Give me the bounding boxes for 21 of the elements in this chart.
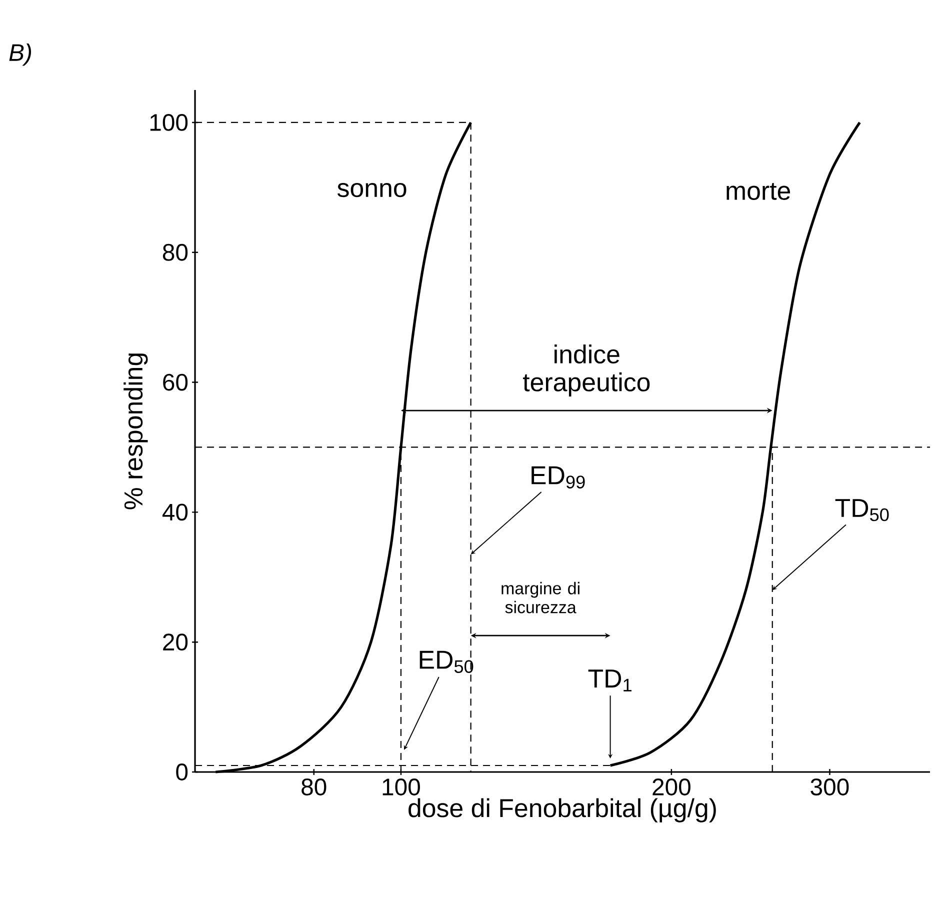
x-axis-title: dose di Fenobarbital (µg/g) — [408, 798, 716, 822]
x-tick-label: 300 — [810, 778, 849, 796]
y-tick-label: 0 — [176, 764, 188, 780]
y-tick-label: 60 — [163, 374, 188, 391]
annotation: TD$_{50}$ — [835, 499, 889, 522]
y-tick-label: 40 — [162, 504, 188, 521]
chart-title: B) — [9, 44, 32, 66]
y-tick-label: 80 — [162, 244, 188, 261]
annotation: margine di sicurezza — [502, 582, 580, 614]
y-tick-label: 100 — [150, 114, 188, 131]
series-label: sonno — [337, 182, 406, 198]
x-tick-label: 100 — [382, 778, 420, 796]
annotation: ED$_{50}$ — [420, 650, 474, 673]
y-axis-title: % responding — [124, 354, 148, 510]
y-tick-label: 20 — [163, 634, 188, 651]
x-tick-label: 80 — [302, 778, 326, 796]
annotation: indice terapeutico — [522, 344, 650, 397]
x-tick-label: 200 — [652, 778, 690, 796]
annotation: TD$_{1}$ — [588, 670, 632, 692]
annotation: ED$_{99}$ — [532, 466, 585, 488]
series-label: morte — [726, 182, 790, 200]
